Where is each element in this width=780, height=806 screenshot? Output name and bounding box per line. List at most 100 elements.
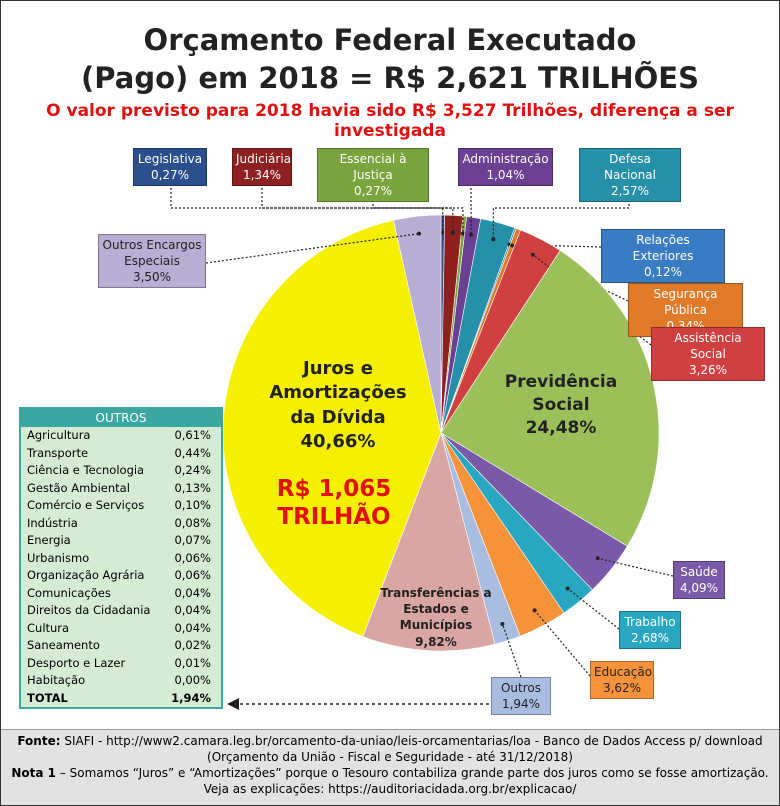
table-row: TOTAL 1,94% [21,690,221,708]
slice-value: 40,66% [300,430,376,452]
note-label: Nota 1 [11,766,57,780]
leader-dot [595,556,600,561]
callout: Essencial à Justiça 0,27% [317,148,429,202]
callout: Outros 1,94% [491,677,551,715]
leader-dot [500,621,505,626]
callout-value: 3,26% [688,363,728,377]
callout-value: 0,12% [643,265,683,279]
callout-name: Assistência Social [674,331,742,361]
table-cell: 0,13% [174,480,211,495]
table-cell: TOTAL [27,690,68,705]
others-table: OUTROS Agricultura 0,61% Transporte 0,44% Ci… [19,407,223,709]
note: Nota 1 – Somamos “Juros” e “Amortizações… [1,765,779,781]
leader-line [597,557,674,577]
pie-slice [440,250,660,547]
table-cell: 0,01% [174,655,211,670]
slice-name: Previdência Social [504,372,618,415]
callout: Administração 1,04% [458,148,553,186]
footer: Fonte: SIAFI - http://www2.camara.leg.br… [1,729,779,805]
table-cell: Energia [27,533,71,547]
table-cell: 0,02% [174,638,211,652]
table-row: Organização Agrária 0,06% [21,567,221,585]
callout-name: Defesa Nacional [604,152,656,182]
table-row: Desporto e Lazer 0,01% [21,655,221,673]
link: Veja as explicações: https://auditoriaci… [203,782,577,796]
table-cell: Agricultura [27,428,91,442]
table-cell: Transporte [27,445,89,460]
callout-name: Educação [594,665,653,679]
table-row: Urbanismo 0,06% [21,550,221,568]
callout: Saúde 4,09% [673,561,725,599]
leader-dot [530,252,535,257]
title-line: (Pago) em 2018 = R$ 2,621 TRILHÕES [81,61,699,95]
callout-value: 0,27% [353,184,393,198]
slice-name: Transferências a Estados e Municípios [380,586,492,633]
slice-value: 24,48% [525,417,597,438]
table-cell: 0,44% [174,445,211,460]
title-line: Orçamento Federal Executado [143,23,637,57]
leader-line [567,588,620,630]
leader-dot [416,231,421,236]
callout-value: 1,34% [242,168,282,182]
leader-line [534,609,591,677]
callout: Assistência Social 3,26% [651,327,765,381]
callout-name: Judiciária [236,152,292,166]
table-row: Habitação 0,00% [21,672,221,690]
callout-name: Essencial à Justiça [339,152,407,182]
table-cell: 1,94% [171,690,211,705]
callout-name: Administração [462,152,549,166]
callout-name: Relações Exteriores [632,233,694,263]
pie-slice [393,214,442,434]
table-cell: Direitos da Cidadania [27,603,151,617]
source-label: Fonte: [17,734,61,748]
table-cell: Organização Agrária [27,568,145,582]
table-cell: 0,00% [174,673,211,687]
callout-name: Saúde [680,565,718,579]
leader-line [501,623,522,678]
table-cell: 0,04% [174,585,211,600]
table-row: Energia 0,07% [21,532,221,550]
subtitle: O valor previsto para 2018 havia sido R$… [46,101,734,141]
table-row: Comércio e Serviços 0,10% [21,497,221,515]
source-text: SIAFI - http://www2.camara.leg.br/orcame… [64,734,763,764]
table-cell: Ciência e Tecnologia [27,463,145,477]
leader-dot [450,230,455,235]
slice-label: Previdência Social 24,48% [491,371,631,440]
callout: Legislativa 0,27% [133,148,207,186]
table-cell: Desporto e Lazer [27,655,126,670]
table-cell: 0,10% [174,498,211,512]
table-cell: 0,04% [174,620,211,635]
slice-name: Juros e Amortizações da Dívida [269,358,407,428]
table-cell: Comunicações [27,585,111,600]
table-cell: 0,06% [174,568,211,582]
leader-dot [440,230,445,235]
table-row: Agricultura 0,61% [21,427,221,445]
callout-name: Outros Encargos Especiais [102,238,202,268]
callout-name: Segurança Pública [653,287,718,317]
callout-name: Outros [500,681,542,695]
pie-slice [362,432,496,652]
callout-value: 3,50% [132,270,172,284]
table-cell: 0,61% [174,428,211,442]
leader-dot [565,586,570,591]
leader-line [170,188,444,233]
table-row: Gestão Ambiental 0,13% [21,480,221,498]
table-cell: 0,08% [174,515,211,530]
leader-dot [532,608,537,613]
table-cell: Habitação [27,673,86,687]
callout: Defesa Nacional 2,57% [579,148,681,202]
callout: Educação 3,62% [590,661,654,699]
callout: Outros Encargos Especiais 3,50% [98,234,206,288]
callout-name: Trabalho [624,615,676,629]
annotation: R$ 1,065 TRILHÃO [276,476,392,530]
leader-line [261,188,454,233]
table-cell: Urbanismo [27,550,90,565]
table-cell: 0,06% [174,550,211,565]
pie-chart [170,188,674,710]
slice-label: Transferências a Estados e Municípios 9,8… [371,585,501,650]
table-cell: Saneamento [27,638,100,652]
leader-dot [491,237,496,242]
table-row: Cultura 0,04% [21,620,221,638]
arrow-head [227,698,239,710]
